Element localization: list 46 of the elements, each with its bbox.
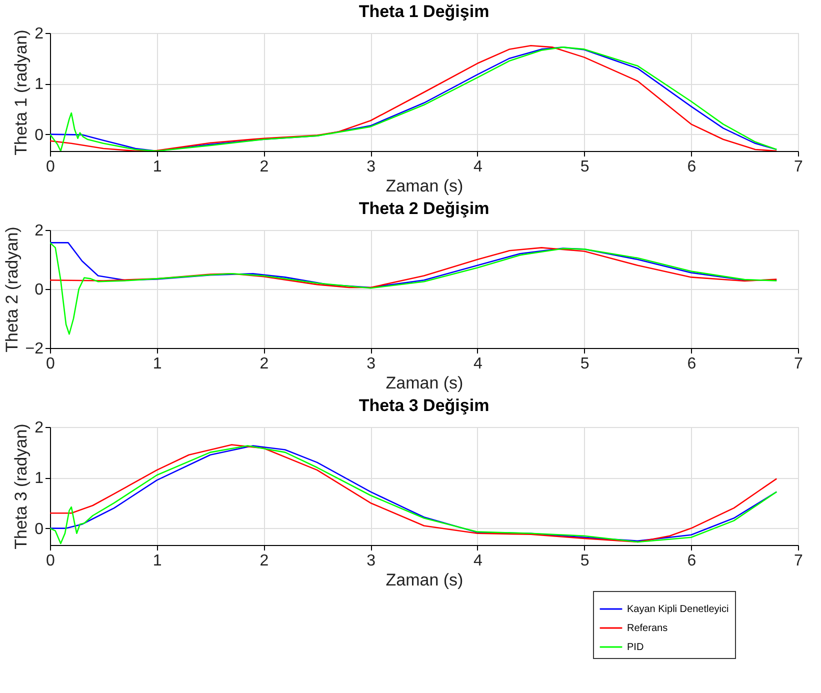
chart-title: Theta 1 Değişim bbox=[358, 2, 490, 21]
x-tick-label: 5 bbox=[580, 356, 590, 372]
x-tick-label: 6 bbox=[687, 356, 696, 372]
x-axis-title: Zaman (s) bbox=[386, 570, 464, 590]
y-tick-label: 2 bbox=[34, 420, 44, 436]
y-tick-label: 2 bbox=[34, 222, 44, 240]
x-tick-label: 2 bbox=[260, 356, 269, 372]
x-tick-label: 0 bbox=[46, 552, 56, 570]
y-tick-label: 1 bbox=[34, 470, 44, 488]
x-axis-title: Zaman (s) bbox=[386, 374, 464, 392]
legend-label: Kayan Kipli Denetleyici bbox=[627, 604, 729, 615]
x-tick-label: 0 bbox=[46, 356, 56, 372]
x-axis-title: Zaman (s) bbox=[386, 176, 464, 196]
y-tick-label: 0 bbox=[34, 282, 44, 298]
x-tick-label: 3 bbox=[366, 356, 376, 372]
x-tick-label: 1 bbox=[152, 158, 162, 176]
y-axis-title: Theta 1 (radyan) bbox=[12, 30, 31, 156]
x-tick-label: 3 bbox=[366, 158, 376, 176]
x-tick-label: 4 bbox=[473, 158, 482, 176]
chart-title: Theta 3 Değişim bbox=[358, 396, 490, 415]
y-tick-label: 0 bbox=[34, 520, 44, 538]
legend-label: Referans bbox=[627, 623, 668, 634]
x-tick-label: 1 bbox=[152, 552, 162, 570]
x-tick-label: 2 bbox=[260, 158, 269, 176]
x-tick-label: 5 bbox=[580, 158, 590, 176]
x-tick-label: 3 bbox=[366, 552, 376, 570]
y-axis-title: Theta 3 (radyan) bbox=[12, 424, 31, 550]
y-tick-label: 2 bbox=[34, 26, 44, 42]
x-tick-label: 7 bbox=[794, 158, 804, 176]
chart-title: Theta 2 Değişim bbox=[358, 199, 490, 218]
y-tick-label: 1 bbox=[34, 76, 44, 94]
x-tick-label: 1 bbox=[152, 356, 162, 372]
legend-label: PID bbox=[627, 642, 644, 653]
line-series bbox=[50, 242, 778, 335]
x-tick-label: 4 bbox=[473, 356, 482, 372]
x-tick-label: 4 bbox=[473, 552, 482, 570]
x-tick-label: 6 bbox=[687, 552, 696, 570]
x-tick-label: 7 bbox=[794, 552, 804, 570]
x-tick-label: 0 bbox=[46, 158, 56, 176]
y-tick-label: 0 bbox=[34, 126, 44, 144]
y-tick-label: −2 bbox=[25, 340, 44, 358]
x-tick-label: 5 bbox=[580, 552, 590, 570]
x-tick-label: 7 bbox=[794, 356, 804, 372]
x-tick-label: 2 bbox=[260, 552, 269, 570]
y-axis-title: Theta 2 (radyan) bbox=[2, 226, 22, 352]
x-tick-label: 6 bbox=[687, 158, 696, 176]
